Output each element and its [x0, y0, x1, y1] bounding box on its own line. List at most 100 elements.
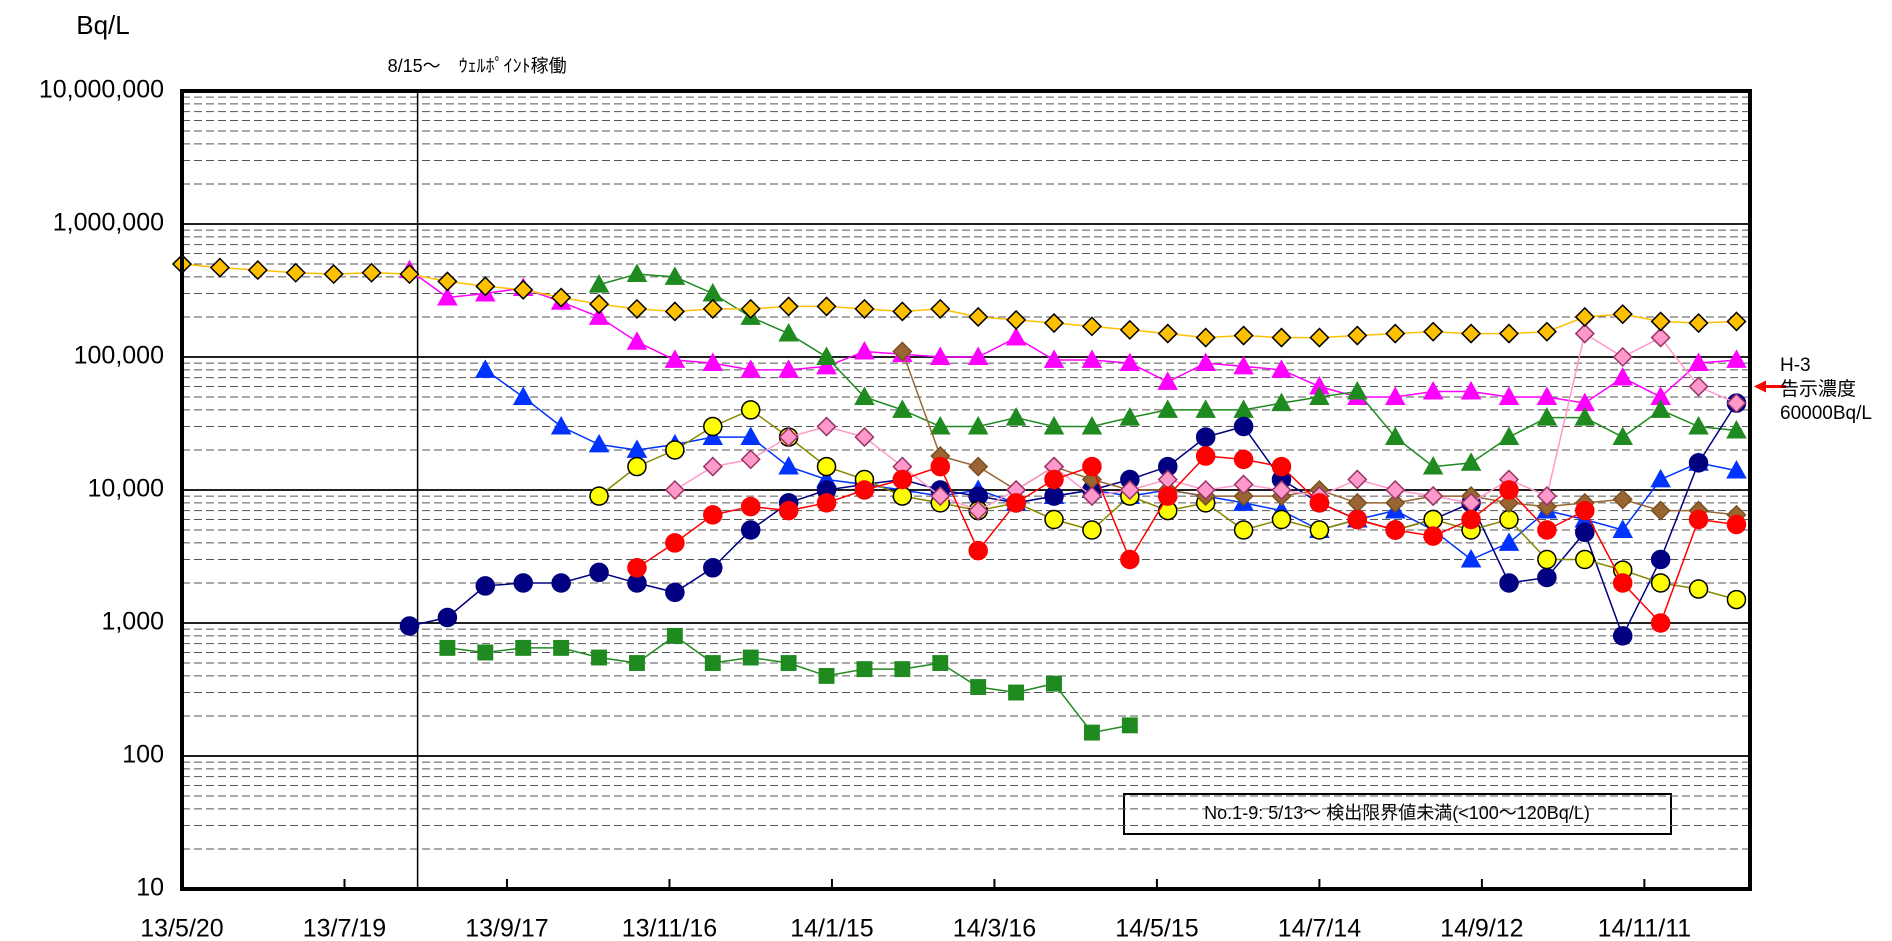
data-point: [816, 493, 837, 513]
data-point: [1233, 325, 1254, 346]
x-tick-label: 13/7/19: [303, 915, 386, 941]
data-point: [1347, 380, 1368, 400]
data-point: [475, 276, 496, 297]
data-point: [1612, 346, 1633, 368]
data-point: [929, 415, 951, 435]
data-point: [664, 479, 685, 501]
data-point: [1233, 520, 1254, 540]
data-point: [1385, 520, 1405, 540]
data-point: [740, 400, 761, 420]
data-point: [1688, 352, 1709, 372]
data-point: [1081, 486, 1102, 507]
event-label: 8/15～ ｳｪﾙﾎﾟｲﾝﾄ稼働: [388, 56, 567, 76]
data-point: [1726, 460, 1747, 479]
data-point: [816, 296, 837, 317]
data-point: [285, 262, 306, 283]
data-point: [703, 558, 723, 578]
data-point: [1498, 386, 1520, 405]
data-point: [968, 540, 988, 561]
data-point: [778, 359, 799, 378]
data-point: [892, 399, 913, 418]
x-tick-label: 14/11/11: [1598, 915, 1692, 941]
reference-arrowhead: [1754, 380, 1766, 393]
data-point: [626, 331, 648, 350]
data-point: [780, 655, 797, 671]
data-point: [553, 639, 570, 656]
data-point: [818, 667, 835, 684]
data-point: [702, 456, 723, 477]
data-point: [588, 274, 610, 293]
data-point: [1726, 349, 1747, 368]
data-point: [1536, 496, 1557, 517]
data-point: [778, 296, 799, 317]
data-point: [1460, 452, 1482, 471]
data-point: [854, 480, 875, 500]
reference-label: H-3: [1780, 355, 1811, 376]
data-point: [475, 576, 496, 596]
data-point: [1044, 486, 1064, 506]
data-point: [1195, 327, 1216, 348]
data-point: [892, 486, 913, 506]
data-point: [1119, 352, 1141, 372]
data-point: [588, 306, 610, 325]
data-point: [1537, 520, 1557, 540]
data-point: [1043, 415, 1065, 435]
data-point: [1271, 479, 1292, 501]
data-point: [854, 298, 875, 319]
data-point: [1043, 349, 1065, 368]
data-point: [1082, 520, 1102, 540]
data-point: [778, 500, 799, 521]
data-point: [589, 562, 609, 583]
data-point: [437, 607, 458, 628]
data-point: [512, 386, 534, 405]
data-point: [1460, 548, 1482, 568]
data-point: [1081, 349, 1103, 368]
x-tick-label: 14/1/15: [790, 915, 873, 941]
data-point: [856, 661, 873, 678]
data-point: [1612, 489, 1633, 510]
data-point: [1195, 352, 1216, 372]
data-point: [1650, 613, 1671, 633]
data-point: [1046, 675, 1062, 692]
data-point: [1612, 573, 1633, 593]
data-point: [629, 655, 645, 671]
data-point: [816, 346, 837, 365]
data-point: [1612, 519, 1633, 538]
y-tick-label: 100: [122, 741, 164, 769]
data-point: [1460, 380, 1482, 400]
data-point: [1726, 589, 1747, 610]
data-point: [477, 644, 494, 661]
data-point: [588, 433, 610, 453]
data-point: [513, 279, 534, 300]
data-point: [1499, 509, 1519, 530]
data-point: [1044, 469, 1064, 490]
reference-label: 60000Bq/L: [1780, 403, 1872, 424]
data-point: [1688, 579, 1709, 599]
data-point: [740, 449, 761, 470]
y-tick-label: 1,000,000: [53, 209, 164, 237]
data-point: [1650, 327, 1671, 348]
data-point: [1423, 526, 1443, 546]
data-point: [1005, 327, 1027, 346]
data-point: [932, 655, 949, 671]
data-point: [1574, 306, 1595, 328]
data-point: [930, 456, 951, 477]
data-point: [1612, 426, 1633, 446]
data-point: [1536, 486, 1557, 507]
x-tick-label: 13/5/20: [140, 915, 223, 941]
data-point: [970, 679, 987, 695]
data-point: [1650, 399, 1671, 418]
data-point: [1119, 319, 1140, 340]
data-point: [702, 282, 724, 302]
data-point: [1309, 520, 1330, 540]
data-point: [1233, 355, 1254, 375]
data-point: [1650, 573, 1671, 593]
data-point: [740, 520, 761, 540]
data-point: [1688, 312, 1709, 334]
data-point: [704, 655, 721, 671]
data-point: [1384, 426, 1406, 446]
data-point: [892, 341, 913, 362]
data-point: [740, 496, 761, 517]
x-tick-label: 14/7/14: [1278, 915, 1362, 941]
data-point: [665, 533, 685, 553]
